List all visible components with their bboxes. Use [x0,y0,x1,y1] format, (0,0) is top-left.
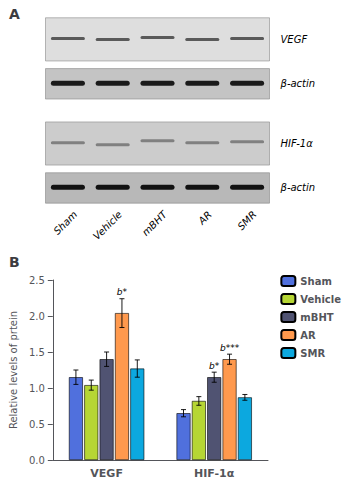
svg-text:b*: b* [117,287,128,297]
svg-text:β-actin: β-actin [280,182,316,193]
svg-text:VEGF: VEGF [90,467,123,480]
svg-text:2.5: 2.5 [29,275,45,286]
svg-text:Sham: Sham [51,209,79,237]
svg-text:Vehicle: Vehicle [91,209,124,242]
svg-text:1.0: 1.0 [29,383,45,394]
svg-text:1.5: 1.5 [29,347,45,358]
svg-text:AR: AR [300,330,316,341]
svg-text:β-actin: β-actin [280,78,316,89]
svg-text:VEGF: VEGF [281,34,308,45]
svg-text:HIF-1α: HIF-1α [281,138,314,149]
svg-text:2.0: 2.0 [29,311,45,322]
svg-text:0.5: 0.5 [29,419,45,430]
svg-text:b***: b*** [220,343,240,353]
svg-text:mBHT: mBHT [300,312,333,323]
svg-text:HIF-1α: HIF-1α [194,467,235,480]
svg-text:A: A [9,6,20,22]
svg-text:Relative levels of prtein: Relative levels of prtein [8,311,19,429]
svg-text:B: B [9,254,20,270]
svg-text:AR: AR [195,209,213,227]
svg-text:b*: b* [209,361,220,371]
svg-text:0.0: 0.0 [29,455,45,466]
svg-text:Sham: Sham [300,276,332,287]
svg-text:mBHT: mBHT [140,208,170,238]
svg-text:Vehicle: Vehicle [300,294,341,305]
svg-text:SMR: SMR [300,348,325,359]
svg-text:SMR: SMR [235,209,258,232]
